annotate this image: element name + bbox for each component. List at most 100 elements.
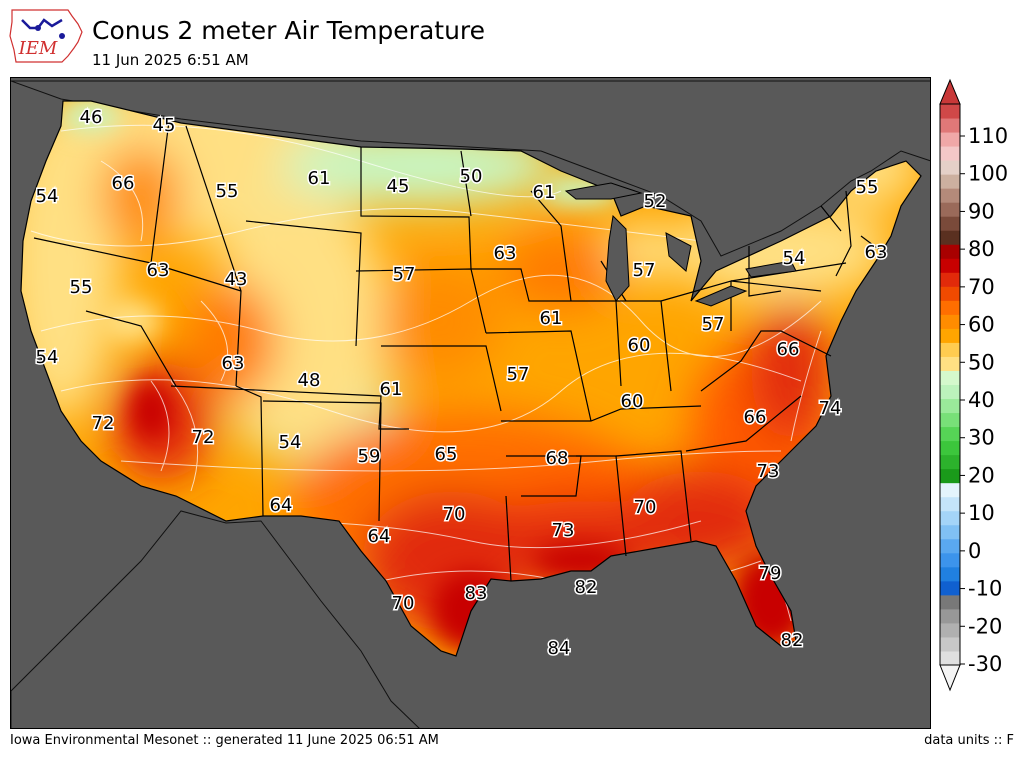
station-labels: 46 45 54 66 55 61 45 50 61 52 55 55 63 4… [34, 106, 889, 661]
station-value: 54 [783, 248, 806, 269]
station-value: 84 [548, 638, 571, 659]
station-value: 63 [222, 353, 245, 374]
colorbar-swatch [940, 104, 960, 119]
station-value: 55 [70, 277, 93, 298]
colorbar-swatch [940, 300, 960, 315]
colorbar-swatch [940, 160, 960, 175]
footer-credit: Iowa Environmental Mesonet :: generated … [10, 733, 439, 748]
footer-units: data units :: F [924, 733, 1014, 748]
temperature-map[interactable]: 46 45 54 66 55 61 45 50 61 52 55 55 63 4… [10, 77, 931, 729]
map-title: Conus 2 meter Air Temperature [92, 16, 486, 45]
colorbar-swatch [940, 552, 960, 568]
station-value: 66 [777, 339, 800, 360]
station-value: 45 [153, 115, 176, 136]
station-value: 52 [644, 191, 667, 212]
colorbar-swatch [940, 314, 960, 329]
logo-text: IEM [18, 38, 58, 59]
colorbar-swatch [940, 286, 960, 301]
colorbar-swatch [940, 608, 960, 624]
station-value: 73 [757, 461, 780, 482]
station-value: 61 [380, 379, 403, 400]
colorbar-swatch [940, 216, 960, 231]
colorbar-swatch [940, 202, 960, 217]
station-value: 63 [494, 243, 517, 264]
station-value: 66 [744, 407, 767, 428]
colorbar-tick-label: 70 [968, 275, 995, 299]
station-value: 65 [435, 444, 458, 465]
colorbar-tick-label: -10 [968, 577, 1002, 601]
station-value: 64 [270, 495, 293, 516]
station-value: 74 [819, 398, 842, 419]
colorbar-swatch [940, 468, 960, 484]
colorbar-tick-label: -30 [968, 652, 1002, 676]
colorbar-swatch [940, 426, 960, 442]
station-value: 82 [575, 577, 598, 598]
colorbar-swatch [940, 370, 960, 385]
colorbar-swatch [940, 258, 960, 273]
station-value: 70 [443, 504, 466, 525]
neighbor-land-outlines [11, 80, 930, 728]
station-value: 61 [533, 182, 556, 203]
colorbar-tick-label: 30 [968, 426, 995, 450]
colorbar-swatch [940, 566, 960, 582]
colorbar-swatch [940, 440, 960, 456]
station-value: 57 [507, 364, 530, 385]
colorbar-swatch [940, 482, 960, 498]
colorbar-tick-label: 50 [968, 350, 995, 374]
station-value: 55 [216, 181, 239, 202]
colorbar-swatch [940, 132, 960, 147]
station-value: 79 [759, 563, 782, 584]
station-value: 54 [36, 347, 59, 368]
station-value: 55 [856, 177, 879, 198]
station-value: 63 [865, 242, 888, 263]
station-value: 60 [621, 391, 644, 412]
colorbar-swatch [940, 328, 960, 343]
station-value: 82 [781, 630, 804, 651]
station-value: 60 [628, 335, 651, 356]
station-value: 66 [112, 173, 135, 194]
colorbar-swatch [940, 496, 960, 512]
colorbar-swatch [940, 146, 960, 161]
colorbar-tick-label: 80 [968, 237, 995, 261]
colorbar-swatch [940, 398, 960, 414]
station-value: 73 [552, 520, 575, 541]
colorbar-swatch [940, 188, 960, 203]
station-value: 72 [92, 413, 115, 434]
colorbar-tick-label: 10 [968, 501, 995, 525]
station-value: 46 [80, 107, 103, 128]
station-value: 83 [465, 583, 488, 604]
colorbar-swatch [940, 538, 960, 554]
colorbar-tick-label: 90 [968, 199, 995, 223]
colorbar-tick-label: 20 [968, 463, 995, 487]
station-value: 70 [392, 593, 415, 614]
colorbar-min-arrow [939, 664, 961, 692]
colorbar-swatch [940, 384, 960, 400]
map-canvas: 46 45 54 66 55 61 45 50 61 52 55 55 63 4… [11, 78, 930, 728]
colorbar-swatch [940, 118, 960, 133]
colorbar-tick-label: 100 [968, 162, 1008, 186]
station-value: 68 [546, 448, 569, 469]
station-value: 61 [540, 308, 563, 329]
station-value: 57 [702, 314, 725, 335]
station-value: 50 [460, 166, 483, 187]
station-value: 57 [633, 260, 656, 281]
colorbar-tick-label: 0 [968, 539, 981, 563]
colorbar-tick-label: 60 [968, 313, 995, 337]
iem-logo: IEM [9, 9, 83, 63]
colorbar-swatch [940, 174, 960, 189]
map-timestamp: 11 Jun 2025 6:51 AM [92, 51, 249, 69]
great-lakes [564, 182, 797, 307]
colorbar-swatches [940, 104, 960, 666]
colorbar-swatch [940, 650, 960, 666]
station-value: 61 [308, 168, 331, 189]
station-value: 43 [225, 269, 248, 290]
colorbar-tick-label: 110 [968, 124, 1008, 148]
station-value: 54 [36, 186, 59, 207]
colorbar-frame [939, 103, 961, 666]
station-value: 57 [393, 264, 416, 285]
colorbar-swatch [940, 356, 960, 371]
station-value: 64 [368, 526, 391, 547]
colorbar-swatch [940, 510, 960, 526]
colorbar-swatch [940, 622, 960, 638]
